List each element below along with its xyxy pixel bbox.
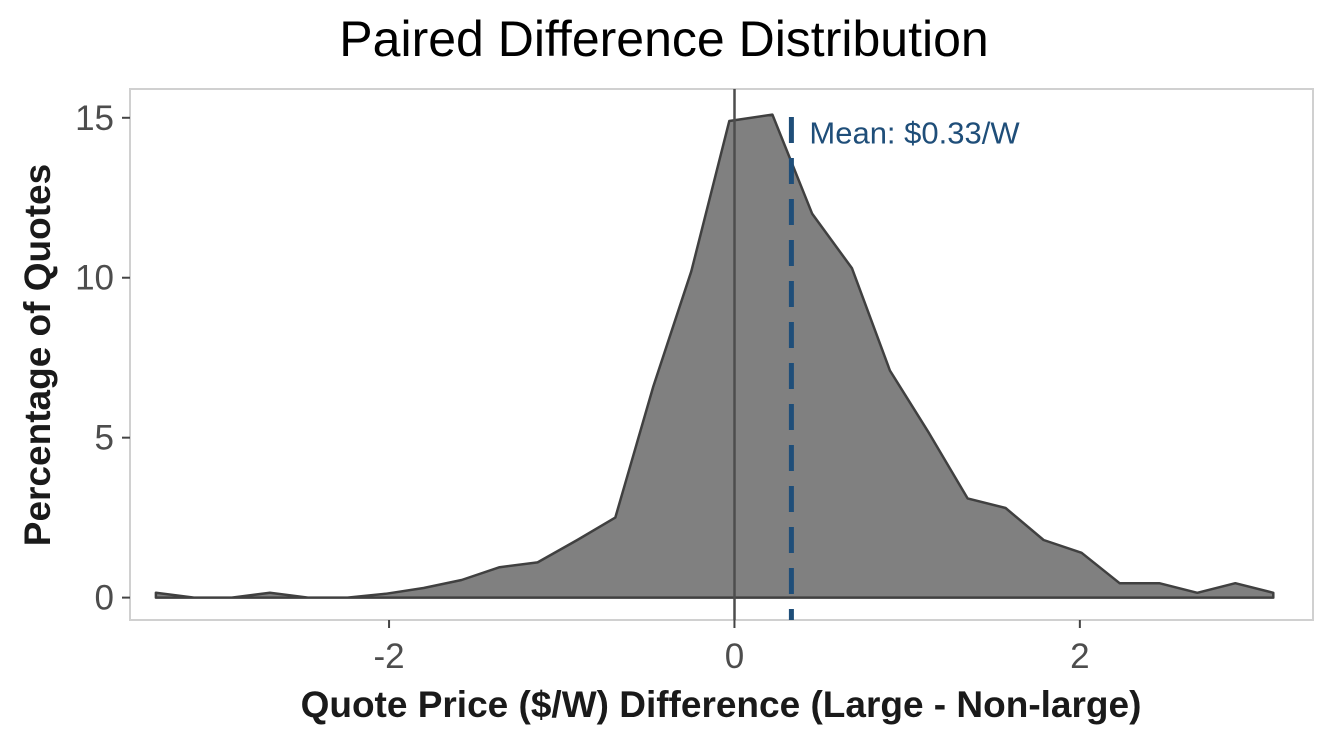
y-tick-label: 5 [95,419,114,458]
y-tick-label: 10 [75,259,114,298]
x-tick-label: 0 [725,637,744,676]
y-tick-label: 0 [95,579,114,618]
x-axis-title: Quote Price ($/W) Difference (Large - No… [301,684,1142,725]
y-axis-title: Percentage of Quotes [17,164,58,546]
x-tick-label: -2 [373,637,404,676]
distribution-area [154,113,1275,599]
mean-annotation: Mean: $0.33/W [809,115,1020,150]
y-tick-label: 15 [75,99,114,138]
x-tick-label: 2 [1070,637,1089,676]
chart-title: Paired Difference Distribution [339,11,988,67]
